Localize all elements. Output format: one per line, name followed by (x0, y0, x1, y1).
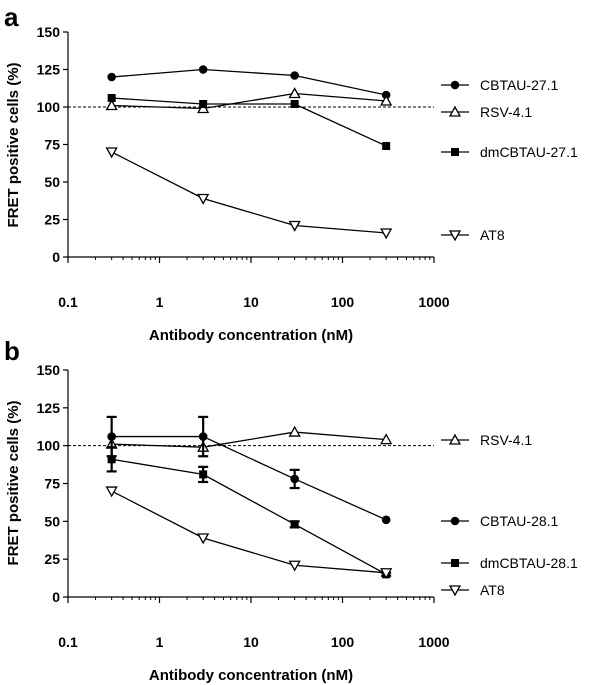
y-tick-label: 150 (37, 24, 61, 40)
data-point (290, 100, 299, 108)
y-tick-label: 50 (44, 174, 60, 190)
series-line (111, 458, 387, 575)
x-tick-label: 1 (156, 294, 164, 310)
data-point (107, 432, 116, 441)
legend-marker (448, 433, 462, 445)
legend-label: dmCBTAU-27.1 (480, 144, 578, 160)
y-tick-label: 75 (44, 137, 60, 153)
legend-marker (450, 516, 460, 526)
data-point (105, 147, 118, 159)
data-point (197, 533, 210, 545)
legend-marker (448, 230, 462, 242)
y-axis-label: FRET positive cells (%) (5, 400, 22, 565)
data-point (290, 474, 299, 484)
y-tick-label: 25 (44, 212, 60, 228)
data-point (380, 568, 393, 580)
series-line (111, 151, 387, 234)
series-line (111, 97, 387, 147)
y-tick-label: 25 (44, 551, 60, 567)
x-tick-label: 1000 (418, 294, 449, 310)
data-point (105, 99, 118, 111)
y-tick-label: 0 (52, 589, 60, 605)
x-axis-label: Antibody concentration (nM) (149, 327, 353, 344)
x-tick-label: 1 (156, 634, 164, 650)
series-line (111, 435, 387, 521)
data-point (198, 65, 208, 74)
x-tick-label: 0.1 (58, 294, 78, 310)
legend-label: CBTAU-27.1 (480, 77, 559, 93)
y-tick-label: 100 (37, 99, 61, 115)
panel-a: a FRET positive cells (%) 0 25 50 75 100 125 150… (4, 2, 578, 344)
legend-marker (451, 148, 459, 156)
y-tick-label: 125 (37, 62, 61, 78)
data-point (288, 425, 301, 437)
panel-b: b FRET positive cells (%) 0 25 50 75 100 125 150… (4, 336, 578, 684)
data-point (105, 486, 118, 498)
legend-label: CBTAU-28.1 (480, 513, 559, 529)
legend-label: RSV-4.1 (480, 432, 532, 448)
y-tick-label: 150 (37, 362, 61, 378)
data-point (290, 520, 299, 529)
data-point (380, 94, 393, 106)
y-tick-label: 100 (37, 438, 61, 454)
legend-label: RSV-4.1 (480, 104, 532, 120)
x-tick-label: 100 (331, 294, 355, 310)
y-axis-label: FRET positive cells (%) (5, 62, 22, 227)
y-tick-label: 125 (37, 400, 61, 416)
y-tick-label: 50 (44, 513, 60, 529)
legend-label: AT8 (480, 227, 505, 243)
data-point (288, 560, 301, 572)
series-line (111, 92, 387, 110)
data-point (199, 100, 208, 108)
legend-marker (451, 559, 459, 567)
data-point (380, 228, 393, 240)
y-tick-label: 0 (52, 249, 60, 265)
legend-label: AT8 (480, 582, 505, 598)
x-tick-label: 10 (243, 634, 259, 650)
data-point (199, 470, 208, 479)
y-tick-label: 75 (44, 476, 60, 492)
data-point (107, 455, 116, 464)
series-line (111, 431, 387, 448)
panel-label: b (4, 336, 20, 366)
legend-marker (448, 585, 462, 597)
x-tick-label: 0.1 (58, 634, 78, 650)
x-axis-label: Antibody concentration (nM) (149, 667, 353, 684)
data-point (107, 94, 116, 102)
series-line (111, 68, 387, 96)
legend-marker (450, 80, 460, 90)
data-point (381, 515, 391, 525)
data-point (198, 432, 208, 441)
legend-marker (448, 105, 462, 117)
x-tick-label: 100 (331, 634, 355, 650)
legend-label: dmCBTAU-28.1 (480, 555, 578, 571)
data-point (382, 142, 391, 150)
series-line (111, 490, 387, 574)
data-point (380, 433, 393, 445)
data-point (288, 220, 301, 232)
data-point (107, 72, 116, 82)
x-tick-label: 10 (243, 294, 259, 310)
panel-label: a (4, 2, 19, 32)
x-tick-label: 1000 (418, 634, 449, 650)
data-point (290, 71, 299, 80)
data-point (288, 87, 301, 99)
data-point (197, 193, 210, 205)
